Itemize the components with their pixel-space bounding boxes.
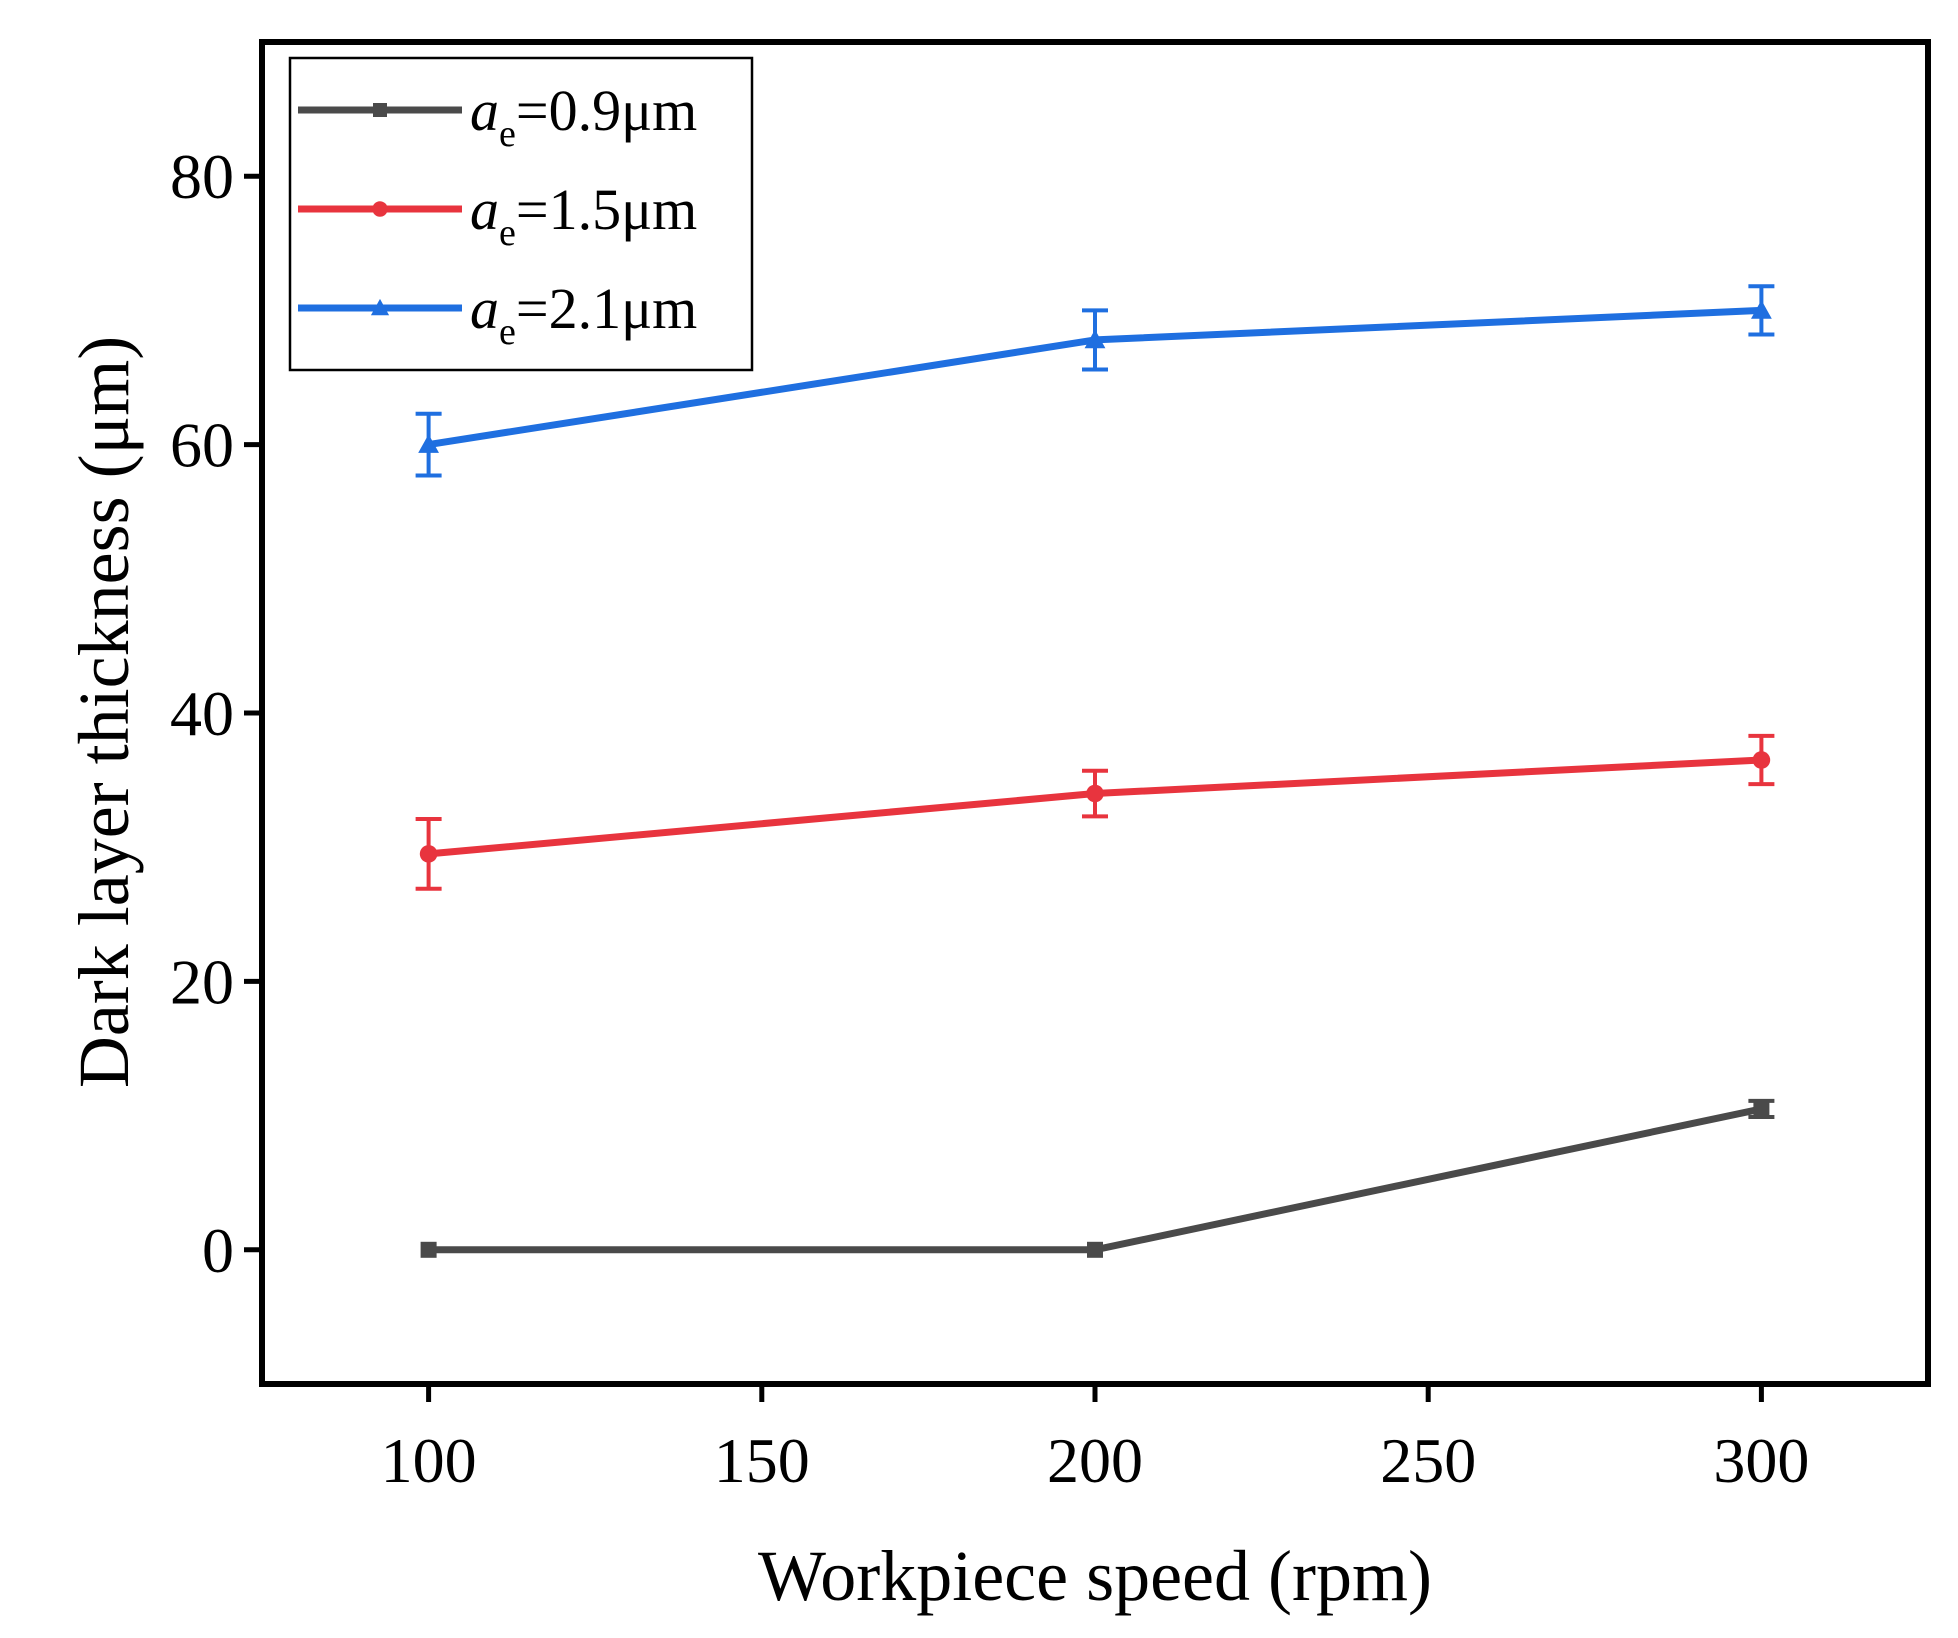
x-tick-label: 250 bbox=[1380, 1425, 1476, 1496]
x-axis-title: Workpiece speed (rpm) bbox=[758, 1536, 1432, 1616]
legend-label: ae=0.9μm bbox=[470, 78, 697, 155]
x-axis: 100 150 200 250 300 bbox=[381, 1384, 1809, 1496]
y-tick-label: 60 bbox=[170, 410, 234, 481]
x-tick-label: 200 bbox=[1047, 1425, 1143, 1496]
legend-swatch-marker bbox=[370, 298, 390, 316]
legend-label: ae=1.5μm bbox=[470, 177, 697, 254]
x-tick-label: 100 bbox=[381, 1425, 477, 1496]
data-point bbox=[1084, 329, 1106, 349]
y-tick-label: 0 bbox=[202, 1215, 234, 1286]
data-point bbox=[1086, 784, 1104, 803]
data-point bbox=[419, 845, 438, 863]
y-tick-label: 80 bbox=[170, 141, 234, 212]
legend-label: ae=2.1μm bbox=[470, 276, 697, 353]
x-tick-label: 300 bbox=[1713, 1425, 1809, 1496]
y-axis-title: Dark layer thickness (μm) bbox=[64, 336, 144, 1088]
data-point bbox=[420, 1241, 437, 1258]
y-tick-label: 40 bbox=[170, 678, 234, 749]
plot-marks bbox=[415, 284, 1775, 1258]
legend-swatch-marker bbox=[373, 103, 387, 117]
series-line-1 bbox=[428, 1105, 1763, 1254]
legend-swatch-marker bbox=[372, 201, 388, 217]
data-point bbox=[1087, 1241, 1103, 1258]
data-point bbox=[1751, 300, 1772, 319]
y-tick-label: 20 bbox=[170, 946, 234, 1017]
legend: ae=0.9μm ae=1.5μm ae=2.1μm bbox=[288, 56, 754, 372]
data-point bbox=[1753, 1100, 1770, 1117]
y-axis: 0 20 40 60 80 bbox=[170, 141, 262, 1286]
x-tick-label: 150 bbox=[714, 1425, 810, 1496]
data-point bbox=[418, 434, 439, 453]
data-point bbox=[1752, 751, 1771, 769]
